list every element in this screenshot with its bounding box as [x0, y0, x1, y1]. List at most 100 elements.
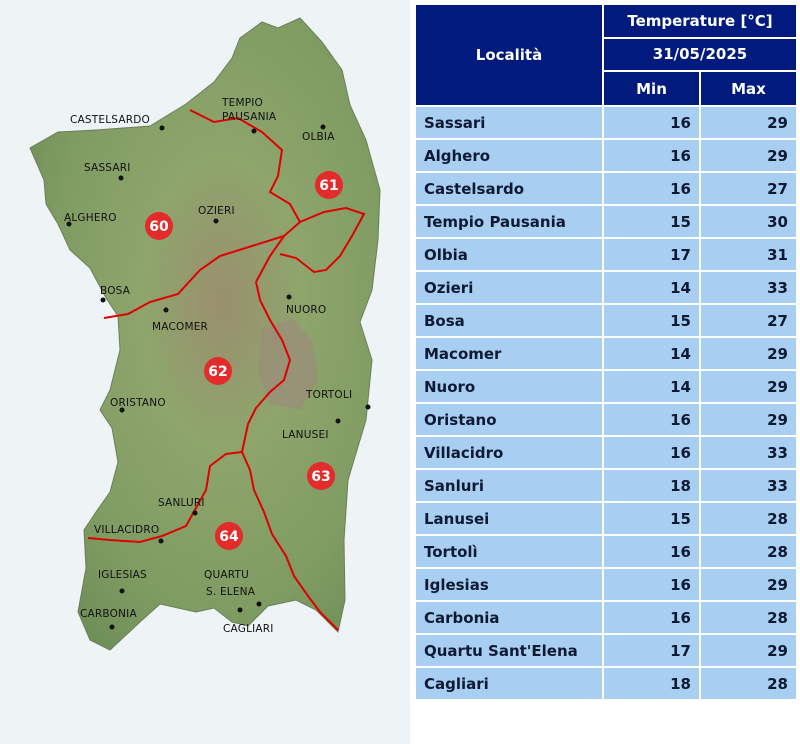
cell-min: 17	[604, 239, 699, 270]
cell-max: 29	[701, 338, 796, 369]
cell-city: Sassari	[416, 107, 602, 138]
svg-text:64: 64	[219, 529, 239, 545]
cell-city: Macomer	[416, 338, 602, 369]
table-row: Quartu Sant'Elena 17 29	[416, 635, 796, 666]
map-svg: 60 61 62 63 64 CASTELSARDO TEMPIO PAUSAN…	[29, 17, 381, 651]
city-nuoro: NUORO	[286, 294, 326, 316]
cell-min: 14	[604, 371, 699, 402]
svg-text:S. ELENA: S. ELENA	[206, 586, 256, 598]
cell-max: 27	[701, 305, 796, 336]
cell-min: 16	[604, 536, 699, 567]
cell-city: Tempio Pausania	[416, 206, 602, 237]
cell-city: Alghero	[416, 140, 602, 171]
svg-text:CAGLIARI: CAGLIARI	[223, 623, 274, 635]
svg-text:ORISTANO: ORISTANO	[110, 397, 166, 409]
svg-text:61: 61	[319, 178, 338, 194]
zone-marker-64: 64	[215, 522, 243, 550]
table-row: Tortolì 16 28	[416, 536, 796, 567]
cell-min: 16	[604, 602, 699, 633]
cell-min: 16	[604, 173, 699, 204]
table-row: Tempio Pausania 15 30	[416, 206, 796, 237]
city-olbia: OLBIA	[302, 124, 335, 143]
cell-max: 29	[701, 404, 796, 435]
cell-min: 14	[604, 272, 699, 303]
cell-max: 29	[701, 107, 796, 138]
table-row: Iglesias 16 29	[416, 569, 796, 600]
cell-min: 16	[604, 569, 699, 600]
table-row: Ozieri 14 33	[416, 272, 796, 303]
island-shape	[29, 17, 381, 651]
svg-text:SANLURI: SANLURI	[158, 497, 205, 509]
cell-min: 15	[604, 503, 699, 534]
cell-max: 27	[701, 173, 796, 204]
table-row: Macomer 14 29	[416, 338, 796, 369]
city-tortoli: TORTOLI	[305, 389, 371, 410]
cell-max: 31	[701, 239, 796, 270]
cell-max: 30	[701, 206, 796, 237]
svg-text:TEMPIO: TEMPIO	[221, 97, 263, 109]
svg-text:QUARTU: QUARTU	[204, 569, 249, 581]
cell-city: Villacidro	[416, 437, 602, 468]
table-row: Nuoro 14 29	[416, 371, 796, 402]
city-ozieri: OZIERI	[198, 205, 235, 224]
table-body: Sassari 16 29 Alghero 16 29 Castelsardo 16 27 Tem…	[416, 107, 796, 699]
zone-marker-63: 63	[307, 462, 335, 490]
cell-min: 15	[604, 206, 699, 237]
zone-marker-60: 60	[145, 212, 173, 240]
table-row: Castelsardo 16 27	[416, 173, 796, 204]
cell-city: Carbonia	[416, 602, 602, 633]
cell-max: 33	[701, 470, 796, 501]
city-castelsardo: CASTELSARDO	[70, 114, 165, 131]
svg-text:ALGHERO: ALGHERO	[64, 212, 117, 224]
svg-text:SASSARI: SASSARI	[84, 162, 131, 174]
cell-max: 29	[701, 140, 796, 171]
table-row: Lanusei 15 28	[416, 503, 796, 534]
svg-text:CARBONIA: CARBONIA	[80, 608, 137, 620]
cell-min: 18	[604, 470, 699, 501]
zone-marker-62: 62	[204, 357, 232, 385]
zone-borders	[87, 109, 366, 631]
cell-city: Oristano	[416, 404, 602, 435]
city-villacidro: VILLACIDRO	[94, 524, 164, 544]
cell-city: Olbia	[416, 239, 602, 270]
cell-max: 28	[701, 602, 796, 633]
header-locality: Località	[416, 5, 602, 105]
svg-text:60: 60	[149, 219, 169, 235]
cell-max: 29	[701, 371, 796, 402]
cell-max: 28	[701, 536, 796, 567]
cell-min: 17	[604, 635, 699, 666]
svg-text:MACOMER: MACOMER	[152, 321, 208, 333]
svg-text:LANUSEI: LANUSEI	[282, 429, 329, 441]
city-quartu-s-elena: QUARTU S. ELENA	[204, 569, 262, 607]
cell-min: 18	[604, 668, 699, 699]
svg-text:NUORO: NUORO	[286, 304, 326, 316]
cell-min: 14	[604, 338, 699, 369]
svg-text:63: 63	[311, 469, 330, 485]
svg-text:IGLESIAS: IGLESIAS	[98, 569, 147, 581]
svg-text:TORTOLI: TORTOLI	[305, 389, 352, 401]
svg-text:CASTELSARDO: CASTELSARDO	[70, 114, 150, 126]
cell-city: Ozieri	[416, 272, 602, 303]
city-carbonia: CARBONIA	[80, 608, 137, 630]
header-min: Min	[604, 72, 699, 105]
cell-max: 29	[701, 569, 796, 600]
cell-min: 16	[604, 140, 699, 171]
city-iglesias: IGLESIAS	[98, 569, 147, 594]
cell-city: Tortolì	[416, 536, 602, 567]
temperature-table-panel: Località Temperature [°C] 31/05/2025 Min…	[414, 3, 798, 701]
cell-city: Cagliari	[416, 668, 602, 699]
cell-min: 16	[604, 107, 699, 138]
city-alghero: ALGHERO	[64, 212, 117, 227]
cell-max: 33	[701, 272, 796, 303]
cell-city: Castelsardo	[416, 173, 602, 204]
city-cagliari: CAGLIARI	[223, 607, 274, 635]
city-macomer: MACOMER	[152, 307, 208, 333]
table-row: Bosa 15 27	[416, 305, 796, 336]
cell-min: 16	[604, 437, 699, 468]
cell-city: Bosa	[416, 305, 602, 336]
cell-city: Lanusei	[416, 503, 602, 534]
svg-text:62: 62	[208, 364, 227, 380]
svg-text:OLBIA: OLBIA	[302, 131, 335, 143]
cell-max: 33	[701, 437, 796, 468]
city-bosa: BOSA	[100, 285, 131, 303]
